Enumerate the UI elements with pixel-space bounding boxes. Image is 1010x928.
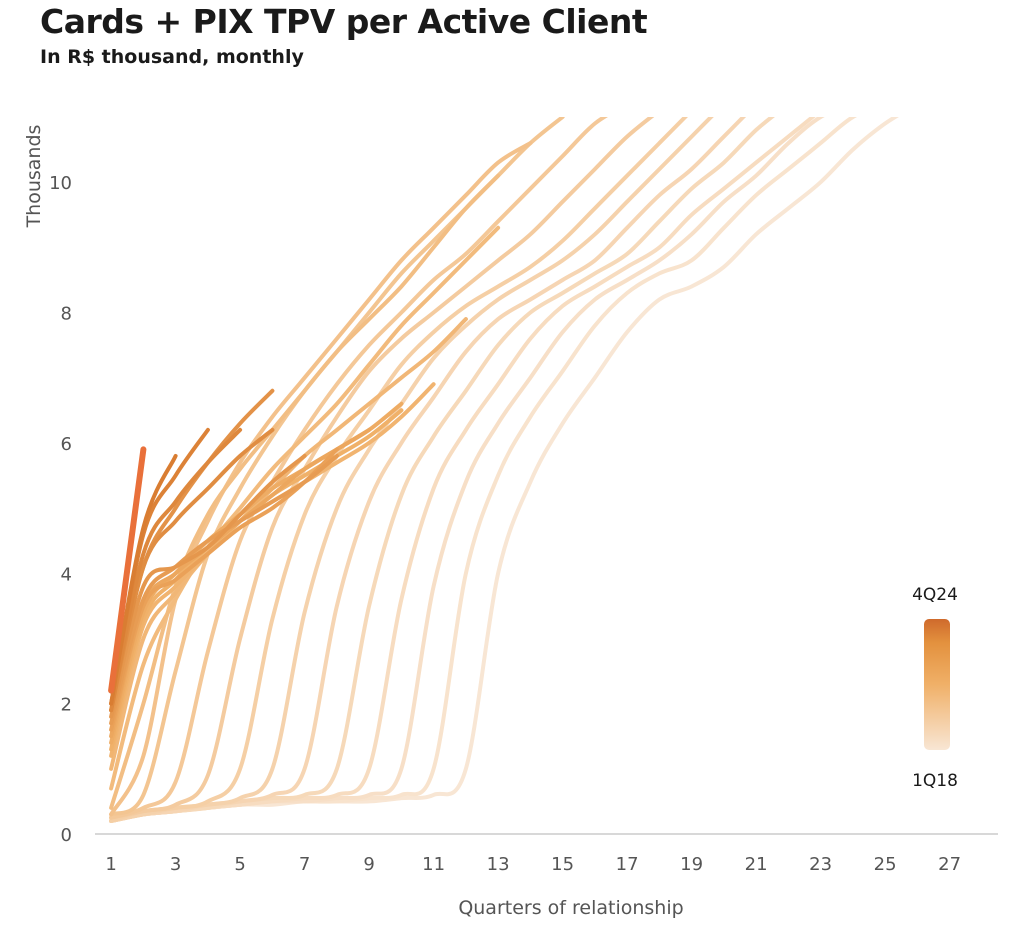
series-line-2q20 (109, 117, 608, 820)
series-line-2q21 (109, 225, 501, 791)
series-line-4q24 (108, 446, 147, 694)
series-line-3q20 (109, 117, 565, 817)
x-tick-label: 17 (616, 854, 639, 875)
x-tick-label: 23 (809, 854, 832, 875)
x-tick-label: 27 (938, 854, 961, 875)
y-tick-label: 4 (61, 564, 72, 585)
series-line-2q18 (109, 117, 858, 823)
series-line-1q20 (109, 117, 655, 820)
x-tick-label: 5 (234, 854, 245, 875)
x-tick-label: 3 (170, 854, 181, 875)
chart-subtitle: In R$ thousand, monthly (40, 46, 304, 68)
chart-title: Cards + PIX TPV per Active Client (40, 2, 648, 41)
legend-bottom-label: 1Q18 (912, 771, 958, 791)
series-line-3q21 (109, 317, 468, 771)
x-tick-label: 11 (422, 854, 445, 875)
y-tick-label: 6 (61, 434, 72, 455)
series-line-2q23 (109, 453, 307, 719)
y-tick-label: 0 (61, 825, 72, 846)
x-tick-label: 1 (105, 854, 116, 875)
x-tick-label: 13 (487, 854, 510, 875)
x-tick-label: 19 (680, 854, 703, 875)
x-tick-label: 15 (551, 854, 574, 875)
series-line-4q19 (109, 117, 688, 823)
y-tick-label: 2 (61, 695, 72, 716)
y-axis-title: Thousands (23, 125, 45, 229)
series-line-4q18 (109, 117, 816, 823)
y-tick-label: 10 (49, 173, 72, 194)
x-tick-label: 25 (874, 854, 897, 875)
y-tick-label: 8 (61, 304, 72, 325)
series-line-1q23 (109, 453, 339, 726)
series-group (108, 117, 899, 823)
x-tick-label: 7 (299, 854, 310, 875)
x-axis-title: Quarters of relationship (458, 897, 683, 919)
x-tick-label: 9 (363, 854, 374, 875)
x-tick-label: 21 (745, 854, 768, 875)
legend-gradient-bar (924, 619, 950, 750)
series-line-1q21 (109, 173, 501, 810)
legend-top-label: 4Q24 (912, 585, 958, 605)
series-line-1q24 (109, 427, 243, 713)
series-line-4q20 (109, 141, 533, 817)
series-line-3q22 (109, 427, 372, 739)
color-legend: 4Q24 1Q18 (912, 585, 958, 791)
